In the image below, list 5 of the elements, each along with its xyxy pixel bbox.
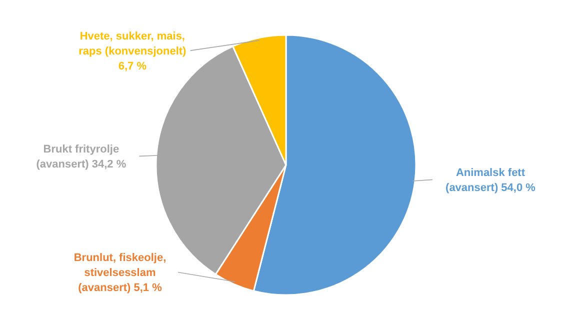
- slice-label: Animalsk fett (avansert) 54,0 %: [446, 167, 536, 194]
- slice-label: Brukt frityrolje (avansert) 34,2 %: [36, 144, 126, 171]
- slice-label: Hvete, sukker, mais, raps (konvensjonelt): [78, 30, 187, 58]
- slice-label: Brunlut, fiskeolje, stivelsesslam (avansert) 5,1 %: [74, 252, 166, 294]
- data-label: 6,7 %: [118, 60, 147, 73]
